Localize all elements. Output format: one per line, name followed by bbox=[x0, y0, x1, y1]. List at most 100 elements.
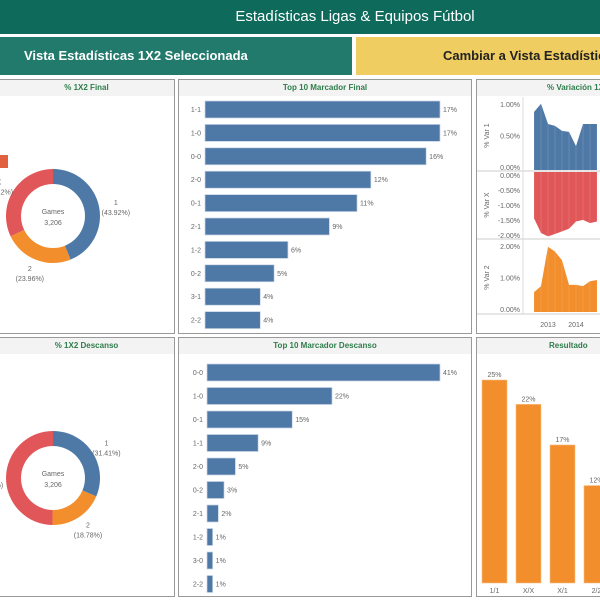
data-label: 16% bbox=[429, 154, 443, 161]
data-label: 25% bbox=[487, 372, 501, 379]
y-tick-label: -1.00% bbox=[498, 203, 520, 210]
bar-chart-resultado: 25% 1/1 22% X/X 17% X/1 12% 2/2 bbox=[481, 372, 600, 595]
data-label: 4% bbox=[263, 294, 273, 301]
bar-0-0 bbox=[204, 147, 427, 166]
bar-chart-top-final: 1-1 17% 1-0 17% 0-0 16% 2-0 12% 0-1 11% 2-1 9% 1-2 6%… bbox=[191, 100, 457, 329]
donut-chart-final: 1 (43.92%) 2 (23.96%) X (32.12%) Games 3,206 bbox=[0, 155, 130, 283]
bar-2/2 bbox=[583, 485, 600, 584]
bar-3-0 bbox=[206, 551, 214, 570]
y-tick-label: -0.50% bbox=[498, 188, 520, 195]
y-axis-title: % Var 1 bbox=[484, 123, 491, 147]
y-axis-title: % Var 2 bbox=[484, 265, 491, 289]
panel-1x2-descanso: % 1X2 Descanso 1(31.41%)2(18.78%)X(49.81… bbox=[0, 337, 175, 597]
category-label: 3-0 bbox=[193, 558, 203, 565]
switch-view-button[interactable]: Cambiar a Vista Estadísticas bbox=[356, 37, 600, 75]
bar-1-0 bbox=[206, 387, 333, 405]
bar-2-0 bbox=[206, 457, 236, 476]
data-label: 15% bbox=[295, 417, 309, 424]
slice-name: 2 bbox=[86, 522, 90, 529]
category-label: 0-2 bbox=[191, 271, 201, 278]
data-label: 9% bbox=[332, 224, 342, 231]
slice-label: (32.12%) bbox=[0, 190, 13, 197]
category-label: 0-0 bbox=[191, 154, 201, 161]
donut-slice-X bbox=[5, 431, 53, 525]
slice-label: (43.92%) bbox=[102, 210, 130, 217]
x-tick-label: 2013 bbox=[540, 322, 556, 329]
slice-label: (31.41%) bbox=[92, 450, 120, 457]
category-label: 1/1 bbox=[490, 588, 500, 595]
category-label: 2-1 bbox=[193, 511, 203, 518]
data-label: 1% bbox=[216, 582, 226, 589]
panel-title: Top 10 Marcador Descanso bbox=[179, 338, 471, 354]
y-tick-label: 0.50% bbox=[500, 134, 520, 141]
category-label: 1-0 bbox=[191, 130, 201, 137]
bar-2-1 bbox=[206, 504, 219, 523]
donut-slice-X bbox=[5, 169, 53, 237]
data-label: 6% bbox=[291, 247, 301, 254]
dashboard-title: Estadísticas Ligas & Equipos Fútbol bbox=[0, 0, 600, 34]
category-label: 0-1 bbox=[193, 417, 203, 424]
panel-top-final: Top 10 Marcador Final 1-1 17% 1-0 17% 0-0 16%… bbox=[178, 79, 472, 334]
bar-X/X bbox=[515, 404, 542, 584]
y-tick-label: 1.00% bbox=[500, 102, 520, 109]
panel-title: Top 10 Marcador Final bbox=[179, 80, 471, 96]
data-label: 17% bbox=[555, 437, 569, 444]
bar-1-2 bbox=[204, 241, 289, 259]
bar-1-1 bbox=[206, 434, 259, 452]
data-label: 5% bbox=[277, 271, 287, 278]
center-value: 3,206 bbox=[44, 220, 62, 227]
bar-2-2 bbox=[204, 311, 261, 329]
panel-title: % Variación 1X2 bbox=[477, 80, 600, 96]
donut-slice-2 bbox=[52, 490, 97, 525]
data-label: 1% bbox=[216, 535, 226, 542]
y-tick-label: -2.00% bbox=[498, 233, 520, 240]
data-label: 3% bbox=[227, 488, 237, 495]
category-label: 0-0 bbox=[193, 370, 203, 377]
category-label: 2-0 bbox=[191, 177, 201, 184]
data-label: 12% bbox=[589, 478, 600, 485]
panel-resultado: Resultado 25% 1/1 22% X/X 17% X/1 12% 2/2 bbox=[476, 337, 600, 597]
y-axis-title: % Var X bbox=[484, 192, 491, 217]
donut-slice-2 bbox=[10, 229, 71, 263]
bar-1-0 bbox=[204, 124, 441, 142]
bar-chart-top-descanso: 0-0 41% 1-0 22% 0-1 15% 1-1 9% 2-0 5% 0-2 3% 2-1 2% 1-… bbox=[193, 363, 457, 593]
center-label: Games bbox=[42, 471, 65, 478]
donut-slice-1 bbox=[53, 169, 100, 260]
bar-0-1 bbox=[206, 410, 293, 429]
panel-title: Resultado bbox=[477, 338, 600, 354]
bar-0-2 bbox=[206, 481, 225, 499]
category-label: 1-0 bbox=[193, 394, 203, 401]
panel-1x2-final: % 1X2 Final 1 (43.92%) 2 (23.96%) X (32.12%) G… bbox=[0, 79, 175, 334]
center-label: Games bbox=[42, 209, 65, 216]
category-label: 1-1 bbox=[193, 441, 203, 448]
data-label: 2% bbox=[221, 511, 231, 518]
data-label: 41% bbox=[443, 370, 457, 377]
slice-label: (49.81%) bbox=[0, 483, 3, 490]
category-label: 1-1 bbox=[191, 107, 201, 114]
donut-slice-1 bbox=[53, 431, 100, 497]
category-label: 2-0 bbox=[193, 464, 203, 471]
data-label: 17% bbox=[443, 107, 457, 114]
y-tick-label: -1.50% bbox=[498, 218, 520, 225]
y-tick-label: 1.00% bbox=[500, 276, 520, 283]
slice-name: 1 bbox=[104, 440, 108, 447]
category-label: 2-2 bbox=[193, 582, 203, 589]
data-label: 4% bbox=[263, 318, 273, 325]
bar-0-1 bbox=[204, 194, 358, 212]
data-label: 22% bbox=[521, 396, 535, 403]
bar-0-0 bbox=[206, 363, 441, 382]
bar-2-0 bbox=[204, 170, 372, 189]
area-chart-variacion: 1.00% 0.50% 0.00% % Var 1 0.00% -0.50% -1.00% -… bbox=[477, 97, 600, 329]
category-label: X/1 bbox=[557, 588, 568, 595]
y-tick-label: 0.00% bbox=[500, 173, 520, 180]
data-label: 22% bbox=[335, 394, 349, 401]
area--var-1 bbox=[534, 103, 597, 170]
selected-view-button[interactable]: Vista Estadísticas 1X2 Seleccionada bbox=[0, 37, 352, 75]
data-label: 17% bbox=[443, 130, 457, 137]
data-label: 11% bbox=[360, 201, 374, 208]
bar-X/1 bbox=[549, 444, 576, 584]
category-label: 0-2 bbox=[193, 488, 203, 495]
panel-variacion: % Variación 1X2 1.00% 0.50% 0.00% % Var 1 0.… bbox=[476, 79, 600, 334]
slice-name: 2 bbox=[28, 266, 32, 273]
category-label: 1-2 bbox=[191, 247, 201, 254]
